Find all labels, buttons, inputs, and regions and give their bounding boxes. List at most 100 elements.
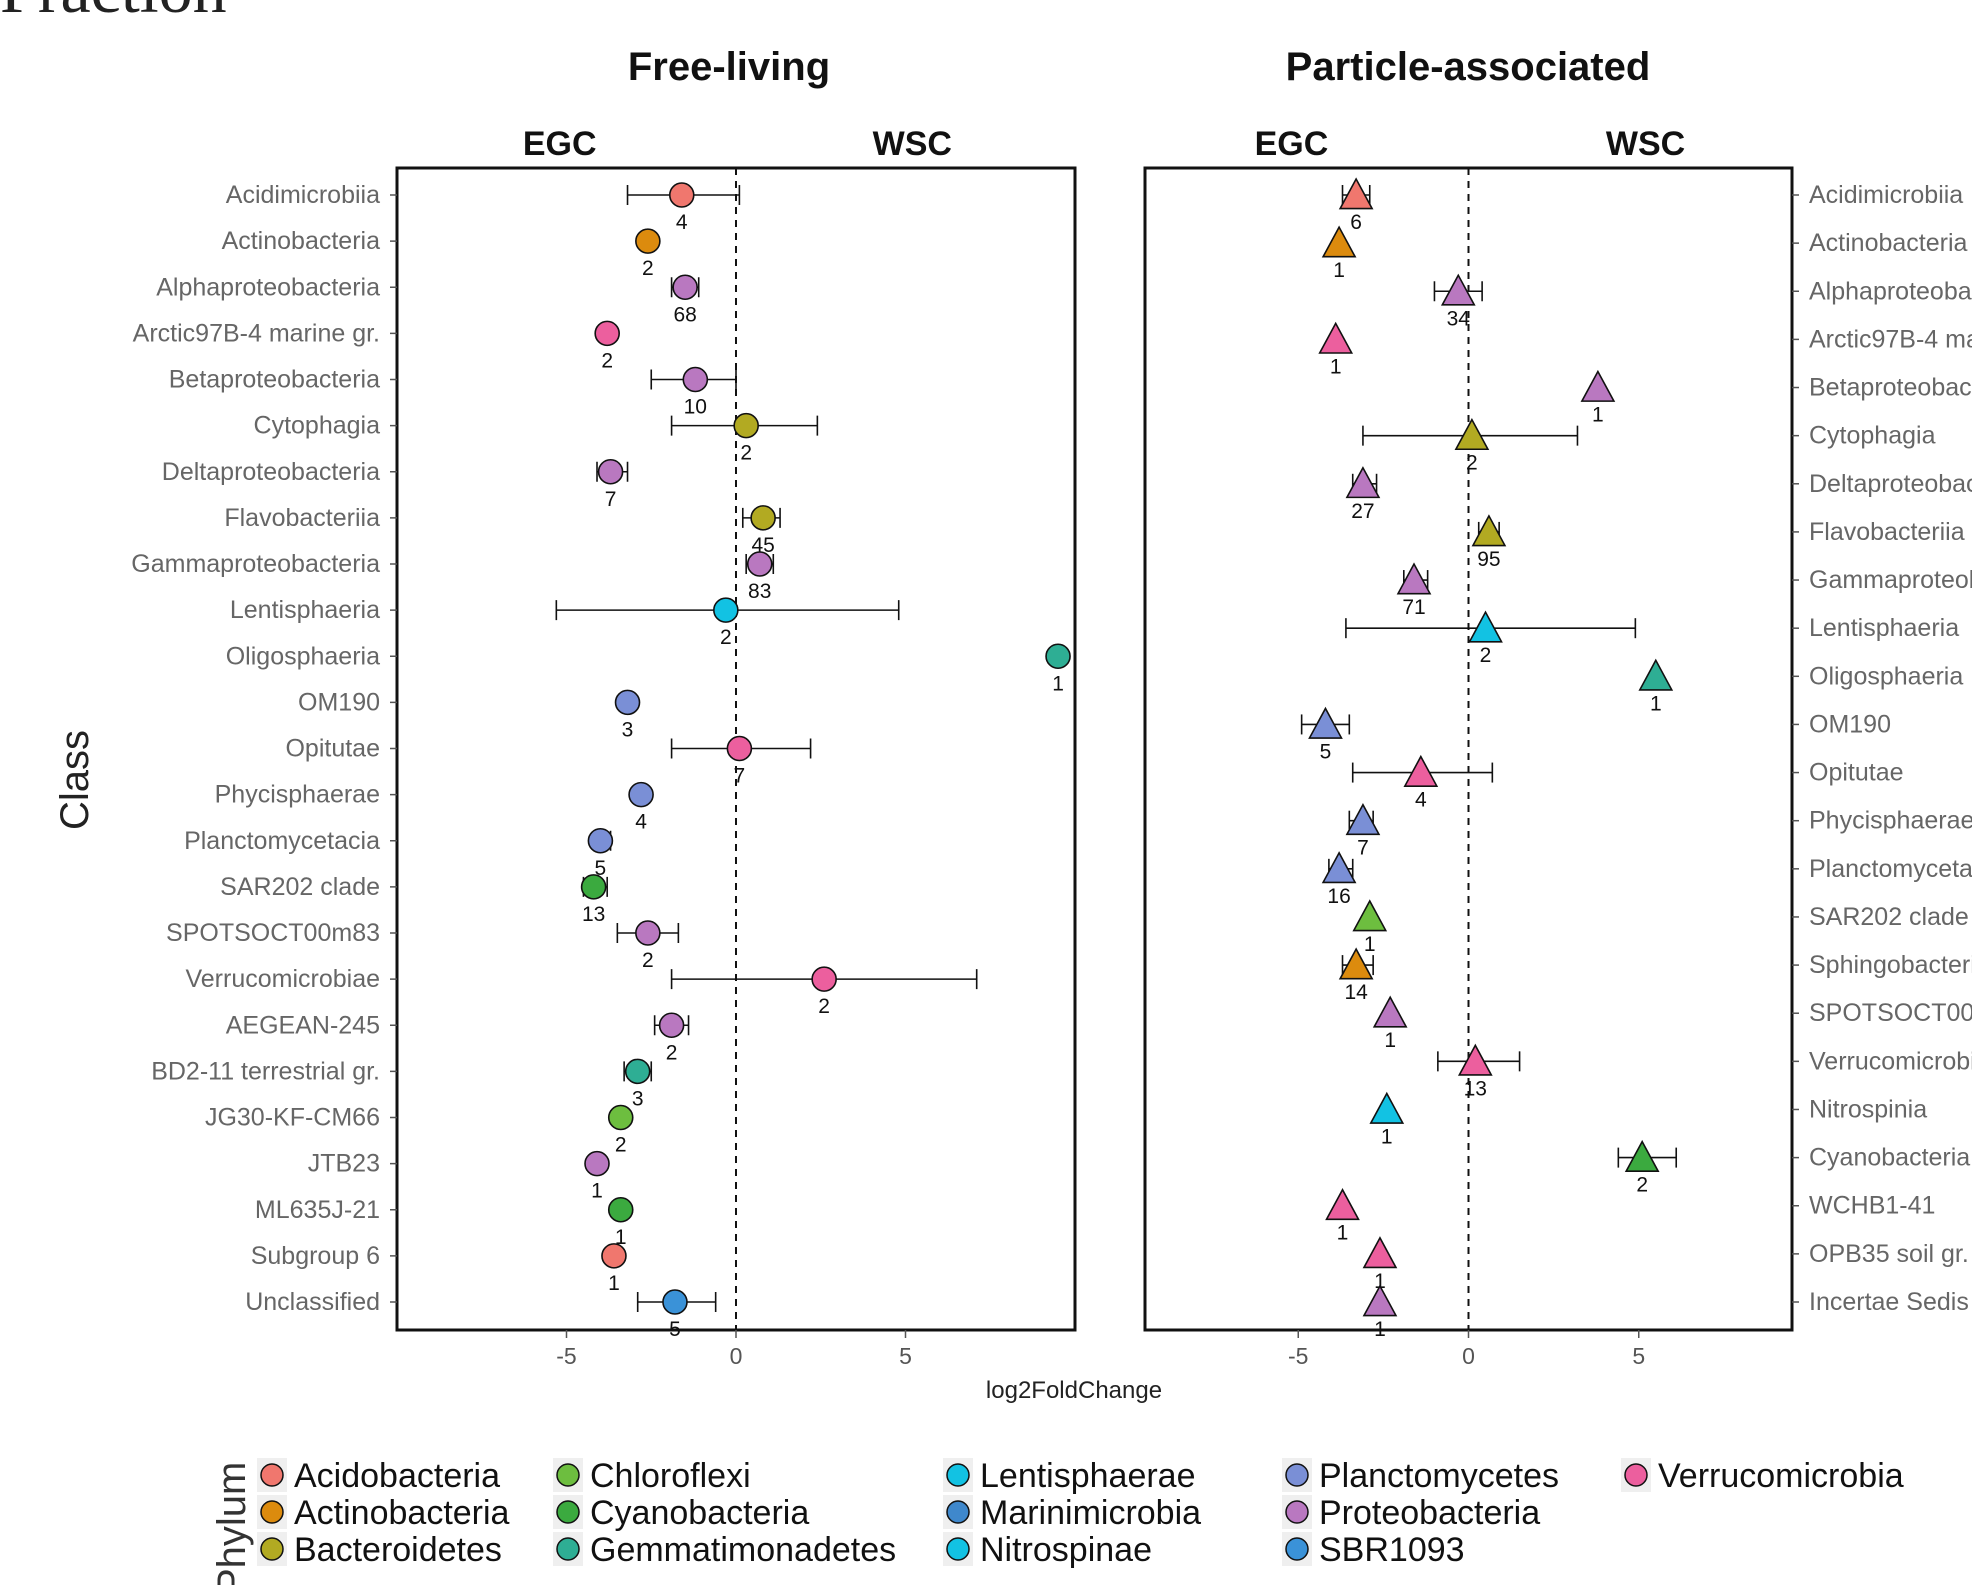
legend-label: Acidobacteria <box>294 1457 500 1495</box>
category-label: SPOTSOCT00m83 <box>1809 999 1972 1027</box>
point-marker <box>750 505 776 531</box>
header-fragment-text: Fraction <box>0 0 227 20</box>
category-label: Acidimicrobiia <box>226 181 380 209</box>
point-marker <box>668 182 695 208</box>
category-label: Planctomycetacia <box>1809 855 1972 883</box>
point-actinobacteria: 2 <box>635 228 661 280</box>
point-sphingobacteriia: 14 <box>1338 947 1374 1004</box>
point-marker <box>1454 417 1490 451</box>
point-marker <box>1045 643 1071 670</box>
x-tick-label: 0 <box>1462 1343 1475 1369</box>
category-label: Phycisphaerae <box>1809 807 1972 835</box>
point-spotsoct00m83: 2 <box>616 920 680 972</box>
category-label: SPOTSOCT00m83 <box>166 919 380 947</box>
point-marker <box>624 1058 651 1085</box>
point-opitutae: 7 <box>670 735 812 788</box>
point-marker <box>1638 658 1674 691</box>
point-marker <box>733 412 759 439</box>
point-actinobacteria: 1 <box>1321 225 1357 282</box>
category-label: OPB35 soil gr. <box>1809 1240 1969 1268</box>
point-om190: 5 <box>1300 706 1351 763</box>
point-marker <box>1318 321 1354 354</box>
count-label: 6 <box>1350 211 1362 234</box>
legend-item-marinimicrobia: Marinimicrobia <box>943 1494 1201 1532</box>
count-label: 95 <box>1477 548 1500 571</box>
category-label: JTB23 <box>308 1150 380 1178</box>
point-phycisphaerae: 4 <box>628 781 654 834</box>
count-label: 3 <box>632 1087 644 1110</box>
count-label: 3 <box>622 718 634 741</box>
point-marker <box>1338 947 1374 980</box>
point-marker <box>811 966 837 992</box>
point-cytophagia: 2 <box>670 412 819 465</box>
count-label: 2 <box>666 1041 678 1064</box>
point-marker <box>658 1012 685 1039</box>
point-wchb1-41: 1 <box>1325 1188 1360 1245</box>
legend-label: SBR1093 <box>1319 1531 1465 1569</box>
category-label: Cytophagia <box>1809 422 1936 450</box>
count-label: 2 <box>642 949 654 972</box>
point-marker <box>1580 369 1616 402</box>
point-betaproteobacteria: 1 <box>1580 369 1616 427</box>
count-label: 7 <box>734 765 746 788</box>
legend-item-sbr1093: SBR1093 <box>1282 1531 1465 1569</box>
point-marker <box>1624 1139 1660 1173</box>
count-label: 2 <box>740 442 752 465</box>
category-label: Oligosphaeria <box>226 642 380 670</box>
point-lentisphaeria: 2 <box>555 597 900 649</box>
panel-title: Particle-associated <box>1286 45 1651 89</box>
legend-item-lentisphaerae: Lentisphaerae <box>943 1457 1196 1495</box>
point-marker <box>682 366 709 393</box>
category-label: Unclassified <box>245 1288 380 1316</box>
count-label: 13 <box>582 903 605 926</box>
point-marker <box>1362 1236 1398 1269</box>
category-label: Flavobacteriia <box>224 504 380 532</box>
point-jtb23: 1 <box>584 1150 610 1203</box>
legend-swatch <box>1285 1500 1309 1524</box>
legend-label: Cyanobacteria <box>590 1494 809 1532</box>
category-label: Flavobacteriia <box>1809 518 1965 546</box>
point-ml635j-21: 1 <box>607 1196 634 1249</box>
point-marker <box>1345 803 1381 836</box>
point-flavobacteriia: 95 <box>1471 514 1507 571</box>
point-marker <box>1338 177 1374 210</box>
point-marker <box>635 920 661 946</box>
point-marker <box>1396 562 1432 595</box>
point-marker <box>1369 1091 1405 1124</box>
legend-label: Bacteroidetes <box>294 1531 502 1569</box>
x-tick-label: -5 <box>1288 1343 1308 1369</box>
point-acidimicrobiia: 4 <box>626 182 741 234</box>
point-arctic97b-4-marine-gr: 1 <box>1318 321 1354 378</box>
legend-item-acidobacteria: Acidobacteria <box>257 1457 500 1495</box>
count-label: 2 <box>615 1134 627 1157</box>
count-label: 2 <box>1480 644 1492 667</box>
count-label: 1 <box>1374 1270 1386 1293</box>
count-label: 2 <box>1636 1174 1648 1197</box>
point-opb35-soil-gr: 1 <box>1362 1236 1398 1293</box>
legend-swatch <box>1285 1463 1309 1487</box>
category-label: Opitutae <box>1809 759 1904 787</box>
count-label: 1 <box>1650 692 1662 715</box>
count-label: 16 <box>1327 885 1350 908</box>
count-label: 1 <box>1374 1318 1386 1341</box>
legend-swatch <box>556 1463 580 1487</box>
point-marker <box>580 874 607 900</box>
point-incertae-sedis: 1 <box>1362 1284 1398 1341</box>
panel-particle-associated: Particle-associated EGC WSC -5 0 5 Acidimicrob… <box>1143 45 1972 1369</box>
point-sar202-clade: 1 <box>1352 899 1388 956</box>
category-label: Verrucomicrobiae <box>1809 1047 1972 1075</box>
category-label: JG30-KF-CM66 <box>205 1104 380 1132</box>
point-marker <box>635 228 661 254</box>
category-label: SAR202 clade <box>1809 903 1969 931</box>
category-label: Gammaproteobacteria <box>131 550 380 578</box>
point-alphaproteobacteria: 68 <box>670 274 700 326</box>
phylum-legend: Phylum AcidobacteriaActinobacteriaBacter… <box>210 1457 1904 1585</box>
point-marker <box>1362 1284 1398 1317</box>
legend-item-proteobacteria: Proteobacteria <box>1282 1494 1540 1532</box>
point-marker <box>1325 1188 1360 1221</box>
count-label: 5 <box>595 857 607 880</box>
count-label: 4 <box>676 211 688 234</box>
point-marker <box>1321 225 1357 258</box>
category-label: Oligosphaeria <box>1809 662 1963 690</box>
point-lentisphaeria: 2 <box>1345 610 1637 667</box>
